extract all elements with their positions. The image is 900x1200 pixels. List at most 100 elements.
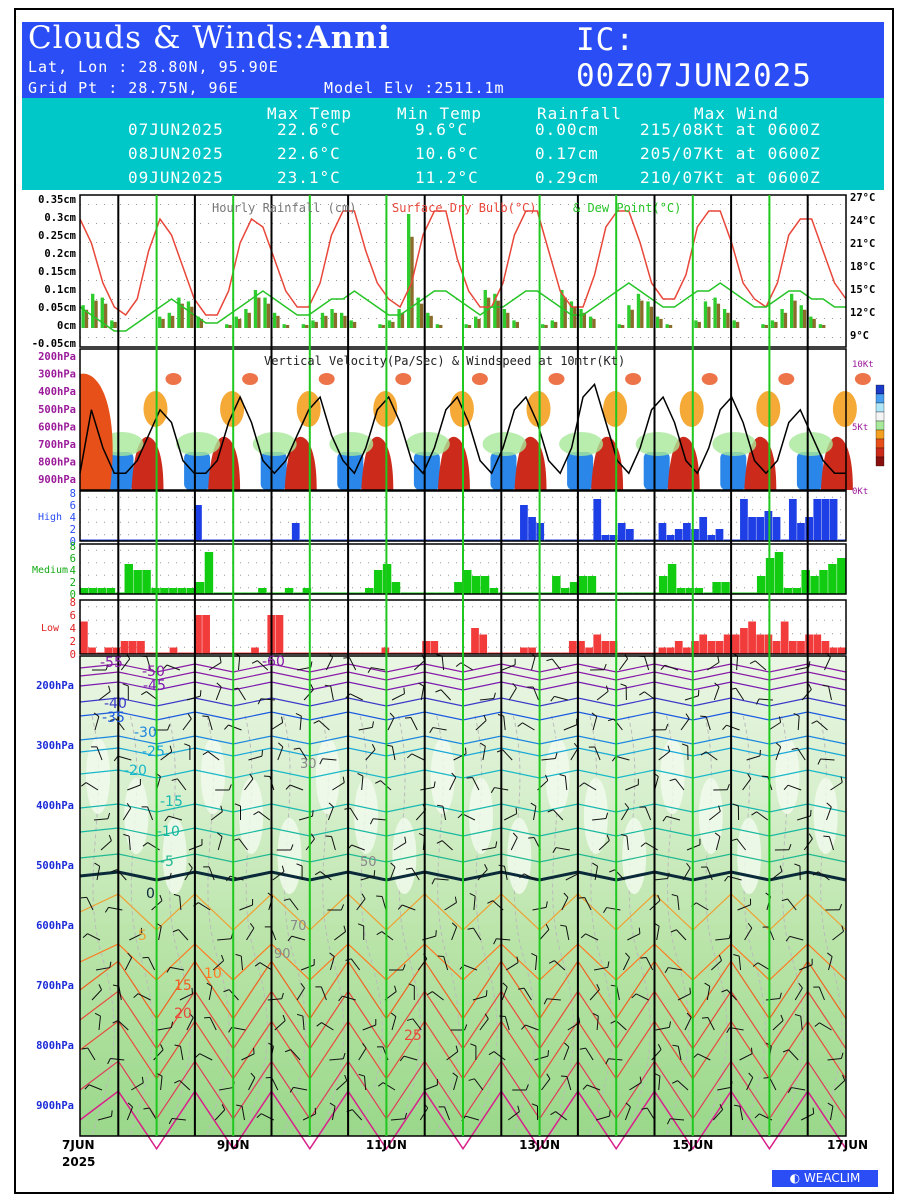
wind-barb (100, 840, 112, 851)
wind-barb-flag (127, 952, 133, 958)
rain-bar (234, 316, 238, 328)
cloud-panel-label: Low (41, 623, 60, 634)
wind-barb-flag (250, 1072, 256, 1078)
rain-bar-dark (506, 312, 510, 328)
wind-barb (625, 784, 639, 791)
wind-barb-flag (406, 1018, 414, 1021)
wind-barb (742, 778, 752, 791)
rh-contour (397, 715, 422, 1137)
wind-barb (799, 964, 813, 971)
wind-barb (320, 986, 327, 1001)
wind-barb-flag (724, 876, 729, 882)
wind-barb-flag (84, 1084, 90, 1090)
rain-bar (339, 312, 344, 328)
wind-barb (481, 846, 496, 851)
vv-blob-up (107, 452, 134, 490)
cloud-bar (828, 564, 837, 594)
wind-barb-flag (141, 691, 147, 696)
rain-bar (483, 290, 487, 328)
wind-barb-flag (143, 1107, 150, 1110)
vv-blob-mid (756, 391, 781, 427)
wind-barb (629, 1082, 642, 1091)
wind-barb-flag (467, 927, 474, 930)
wind-barb-flag (282, 1014, 286, 1021)
temp-contour-label: -60 (262, 654, 285, 670)
wind-barb-flag (361, 893, 366, 900)
wind-barb-flag (662, 816, 667, 822)
wind-barb (87, 1047, 96, 1061)
wind-barb (584, 897, 592, 911)
col-max-wind: Max Wind (694, 104, 780, 123)
cloud-bar (674, 529, 683, 541)
vv-legend-swatch (875, 429, 885, 440)
cloud-bar (731, 634, 740, 654)
rain-bar (387, 320, 392, 328)
rain-bar (244, 309, 248, 328)
wind-barb (86, 897, 94, 911)
wind-barb-flag (107, 1058, 111, 1065)
wind-barb-flag (719, 1104, 724, 1110)
wind-barb-flag (778, 716, 782, 723)
wind-barb-flag (732, 803, 739, 807)
row-wind: 210/07Kt at 0600Z (640, 168, 821, 187)
cloud-bar (783, 588, 793, 594)
wind-barb-flag (170, 1021, 174, 1028)
rain-axis-tick: 0.35cm (38, 194, 76, 206)
rh-dry-patch (775, 738, 800, 814)
wind-barb-flag (402, 964, 406, 971)
wind-barb-flag (290, 844, 294, 851)
wind-barb (126, 1106, 134, 1121)
wind-barb-flag (512, 682, 517, 689)
wind-barb (214, 1109, 226, 1121)
cloud-bar (674, 641, 683, 654)
wind-barb-flag (485, 990, 488, 997)
cloud-bar (195, 582, 205, 594)
wind-barb-flag (692, 1053, 699, 1059)
cloud-bar (801, 570, 810, 594)
cloud-bar (805, 634, 813, 654)
cloud-bar (489, 588, 499, 594)
wind-barb-flag (338, 995, 343, 1002)
wind-barb (391, 746, 396, 761)
rain-bar (770, 320, 775, 328)
wind-barb (533, 806, 537, 821)
wind-barb-flag (714, 832, 721, 837)
wind-barb-flag (603, 907, 608, 913)
pressure-axis-tick: 600hPa (36, 920, 74, 932)
cloud-bar (683, 647, 691, 654)
wind-barb (668, 967, 683, 971)
wind-barb (228, 724, 242, 731)
wind-barb-flag (362, 1043, 367, 1049)
rain-bar-dark (659, 318, 663, 328)
rh-contour-label: 50 (360, 855, 377, 870)
wind-barb-flag (281, 716, 284, 723)
rain-axis-tick: 0.15cm (38, 266, 76, 278)
wind-barb-flag (550, 696, 555, 702)
rain-bar-dark (707, 306, 711, 328)
wind-barb (758, 698, 773, 701)
wind-barb (646, 1107, 656, 1121)
wind-barb-flag (166, 967, 171, 973)
wind-barb (479, 1018, 489, 1031)
wind-barb-flag (358, 1073, 365, 1077)
cloud-bar (381, 647, 390, 654)
cloud-axis-tick: 6 (70, 553, 76, 565)
wind-barb-flag (606, 834, 610, 841)
rh-dry-patch (124, 778, 149, 854)
rain-bar-dark (553, 321, 558, 328)
cloud-bar (667, 564, 677, 594)
rain-bar-dark (103, 303, 108, 328)
vv-blob-mid (603, 391, 628, 427)
wind-barb-flag (726, 783, 730, 790)
wind-barb-flag (169, 745, 173, 752)
wind-barb-flag (785, 936, 791, 942)
wind-barb-flag (817, 758, 821, 765)
wind-barb (475, 720, 487, 731)
rain-bar (550, 320, 554, 328)
wind-barb-flag (373, 870, 376, 877)
cloud-bar (609, 535, 618, 541)
rain-bar-dark (391, 321, 395, 328)
cloud-bar (691, 529, 699, 541)
cloud-bar (666, 535, 675, 541)
temp-axis-tick: 18°C (850, 261, 875, 273)
